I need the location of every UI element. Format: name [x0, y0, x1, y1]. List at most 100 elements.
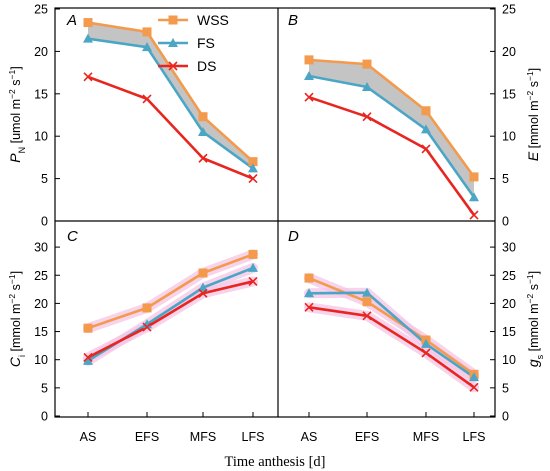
y-axis-label: PN [umol m−2 s−1] — [7, 66, 27, 162]
marker-fs — [248, 262, 258, 272]
marker-fs — [421, 338, 431, 348]
legend-marker — [168, 38, 178, 47]
marker-ds — [304, 92, 314, 102]
y-tick-label: 15 — [34, 325, 48, 339]
panel-letter: C — [67, 228, 78, 245]
marker-fs — [83, 33, 93, 43]
marker-wss — [248, 157, 258, 167]
panel-b: 0 5 10 15 20 25 B E [mmol m−2 s−1] — [288, 3, 541, 229]
series-line-wss — [308, 276, 475, 376]
legend-label: FS — [197, 35, 215, 51]
legend-label: WSS — [197, 12, 229, 28]
marker-ds — [198, 153, 208, 163]
y-tick-label: 5 — [502, 172, 509, 186]
marker-ds — [362, 112, 372, 122]
panel-c: 0 5 10 15 20 25 30 C Ci [mmol m−2 s−1] — [7, 228, 258, 424]
y-tick-label: 10 — [502, 353, 516, 367]
series-line-ds — [308, 306, 475, 389]
series-line-ds — [87, 75, 254, 180]
marker-ds — [83, 72, 93, 82]
marker-fs — [198, 282, 208, 292]
marker-wss — [142, 303, 152, 313]
marker-fs — [469, 372, 479, 382]
y-tick-label: 0 — [41, 410, 48, 424]
marker-fs — [421, 124, 431, 134]
y-tick-label: 25 — [34, 3, 48, 17]
marker-ds — [248, 174, 258, 184]
marker-ds — [421, 144, 431, 154]
marker-wss — [469, 172, 479, 182]
legend: WSS FS DS — [158, 12, 229, 74]
y-tick-label: 5 — [41, 172, 48, 186]
panel-letter: A — [66, 12, 77, 29]
y-tick-label: 10 — [502, 130, 516, 144]
marker-ds — [469, 210, 479, 220]
panel-letter: D — [288, 228, 299, 245]
marker-wss — [83, 18, 93, 28]
series-line-wss — [87, 253, 254, 330]
marker-ds — [421, 348, 431, 358]
x-tick-label: AS — [80, 430, 97, 444]
y-tick-label: 30 — [34, 241, 48, 255]
panel-letter: B — [288, 12, 298, 29]
marker-fs — [142, 42, 152, 52]
y-axis-label: E [mmol m−2 s−1] — [525, 68, 541, 161]
y-tick-label: 25 — [502, 269, 516, 283]
x-tick-label: AS — [301, 430, 318, 444]
marker-wss — [198, 268, 208, 278]
marker-wss — [83, 323, 93, 333]
y-tick-label: 20 — [502, 297, 516, 311]
marker-ds — [198, 288, 208, 298]
marker-ds — [469, 382, 479, 392]
y-tick-label: 10 — [34, 353, 48, 367]
legend-marker — [168, 61, 178, 71]
marker-wss — [142, 27, 152, 37]
series-line-fs — [87, 37, 254, 170]
marker-ds — [304, 302, 314, 312]
y-tick-label: 20 — [502, 45, 516, 59]
marker-fs — [304, 70, 314, 80]
series-line-ds — [308, 95, 476, 216]
marker-wss — [198, 112, 208, 122]
marker-fs — [248, 163, 258, 173]
y-tick-label: 25 — [34, 269, 48, 283]
y-tick-label: 15 — [34, 87, 48, 101]
y-tick-label: 15 — [502, 325, 516, 339]
marker-wss — [304, 55, 314, 65]
x-tick-label: MFS — [413, 430, 439, 444]
y-tick-label: 5 — [41, 381, 48, 395]
y-axis-label: Ci [mmol m−2 s−1] — [7, 271, 27, 367]
series-line-wss — [87, 21, 254, 163]
series-line-ds — [87, 280, 254, 359]
x-axis-title: Time anthesis [d] — [225, 454, 326, 470]
marker-wss — [362, 59, 372, 69]
shaded-band — [309, 59, 474, 198]
y-tick-label: 20 — [34, 45, 48, 59]
y-tick-label: 30 — [502, 241, 516, 255]
y-tick-label: 15 — [502, 87, 516, 101]
y-tick-label: 10 — [34, 130, 48, 144]
marker-fs — [198, 126, 208, 136]
marker-ds — [83, 352, 93, 363]
y-tick-label: 0 — [41, 215, 48, 229]
marker-fs — [469, 192, 479, 202]
panel-a: 0 5 10 15 20 25 A PN [umol m−2 s−1] — [7, 3, 258, 229]
panel-d: 0 5 10 15 20 25 30 Dgs [mmol m−2 s−1] — [288, 228, 545, 424]
y-tick-label: 20 — [34, 297, 48, 311]
plot-frame — [54, 7, 496, 418]
marker-fs — [304, 288, 314, 298]
y-axis-label: gs [mmol m−2 s−1] — [525, 271, 545, 367]
y-tick-label: 0 — [502, 410, 509, 424]
series-line-fs — [308, 74, 476, 199]
marker-wss — [248, 249, 258, 259]
marker-fs — [362, 287, 372, 297]
marker-ds — [362, 311, 372, 321]
x-tick-label: EFS — [355, 430, 379, 444]
marker-wss — [304, 273, 314, 283]
shaded-band — [88, 22, 253, 169]
y-tick-label: 25 — [502, 3, 516, 17]
marker-fs — [142, 319, 152, 329]
y-tick-label: 5 — [502, 381, 509, 395]
marker-wss — [421, 106, 431, 116]
